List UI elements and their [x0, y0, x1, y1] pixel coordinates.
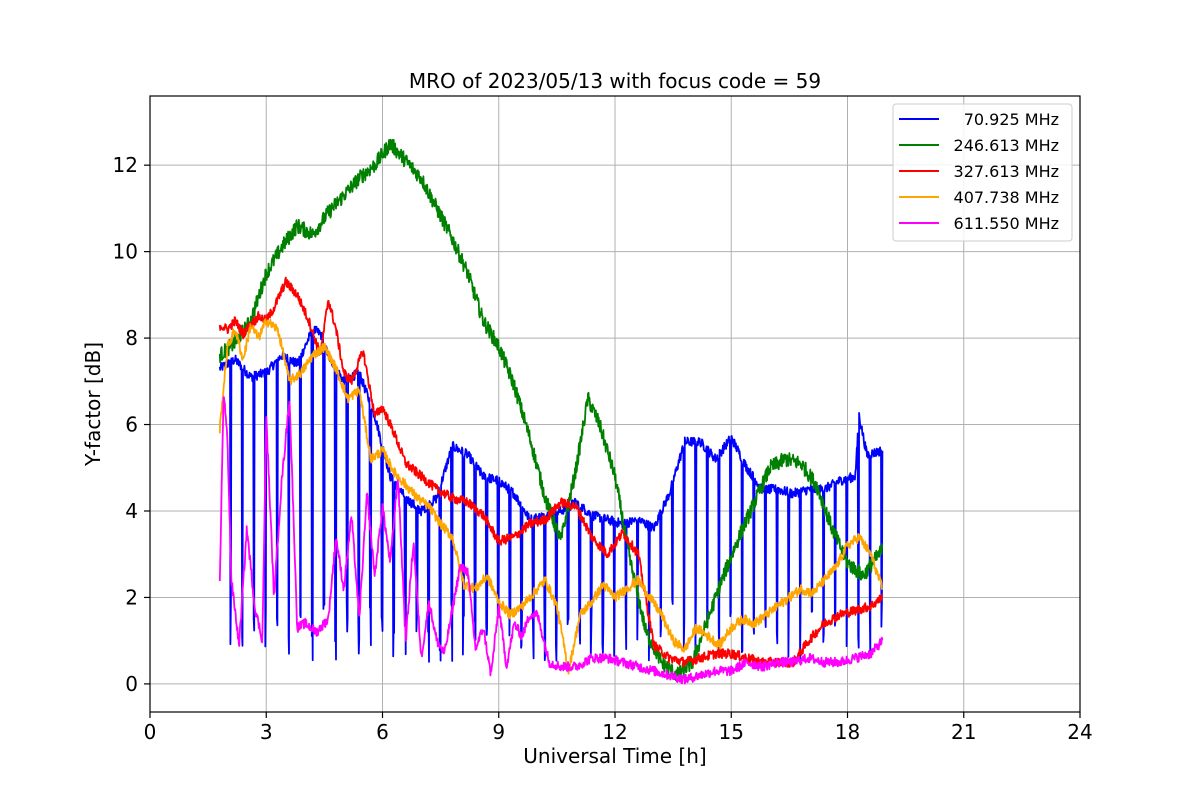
legend-entry: 327.613 MHz: [954, 162, 1059, 181]
legend-box: [892, 103, 1073, 242]
x-axis-label: Universal Time [h]: [523, 744, 706, 768]
series-layer: [218, 138, 884, 685]
series-line: [218, 318, 883, 675]
y-tick-label: 0: [125, 672, 138, 696]
series-line: [218, 396, 884, 685]
x-tick-label: 12: [602, 720, 627, 744]
y-tick-label: 10: [113, 240, 138, 264]
y-tick-label: 8: [125, 326, 138, 350]
y-axis-label: Y-factor [dB]: [81, 342, 105, 467]
x-tick-label: 6: [376, 720, 389, 744]
legend-entry: 70.925 MHz: [964, 110, 1059, 129]
x-tick-label: 21: [951, 720, 976, 744]
x-tick-label: 24: [1067, 720, 1092, 744]
x-tick-label: 3: [260, 720, 273, 744]
y-tick-label: 2: [125, 585, 138, 609]
legend: 70.925 MHz 246.613 MHz 327.613 MHz 407.738 …: [892, 103, 1073, 242]
x-tick-label: 18: [835, 720, 860, 744]
x-tick-label: 0: [144, 720, 157, 744]
y-tick-label: 4: [125, 499, 138, 523]
chart-title: MRO of 2023/05/13 with focus code = 59: [409, 69, 821, 93]
legend-entry: 611.550 MHz: [954, 214, 1059, 233]
y-tick-label: 6: [125, 413, 138, 437]
x-tick-label: 9: [492, 720, 505, 744]
x-tick-label: 15: [719, 720, 744, 744]
y-tick-label: 12: [113, 153, 138, 177]
legend-entry: 246.613 MHz: [954, 136, 1059, 155]
legend-entry: 407.738 MHz: [954, 188, 1059, 207]
